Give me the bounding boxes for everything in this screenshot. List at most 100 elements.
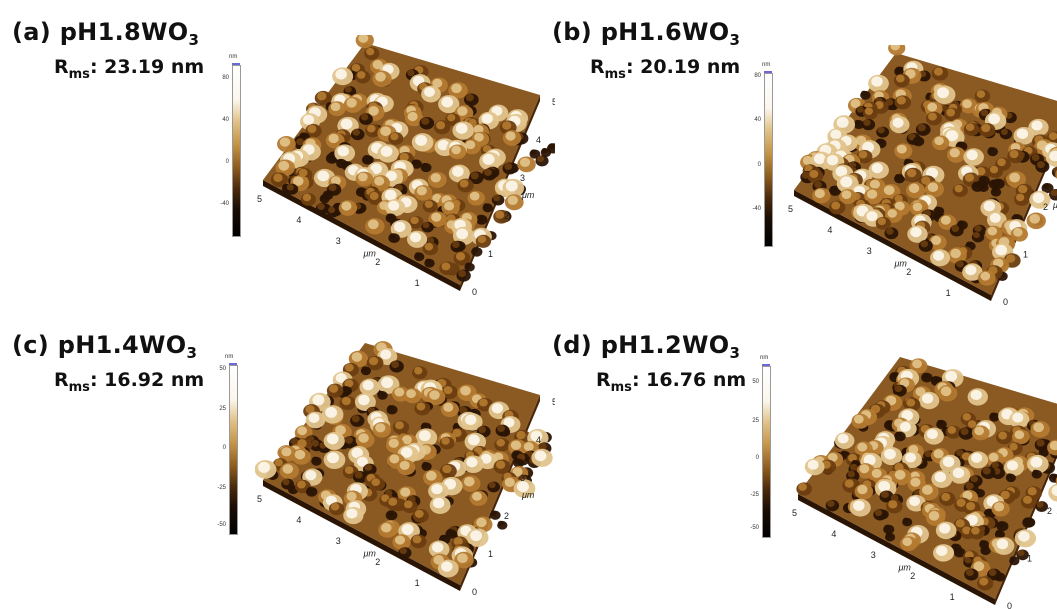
sample-name: pH1.8WO	[59, 18, 189, 46]
colorbar-tick: -25	[750, 492, 759, 498]
rms-subscript: ms	[68, 67, 90, 82]
colorbar-tick: -50	[217, 522, 226, 528]
rms-subscript: ms	[68, 380, 90, 395]
colorbar-tick: -40	[220, 201, 229, 207]
panel-a: (a) pH1.8WO3 Rms: 23.19 nm nm 80 40 0 -4…	[0, 0, 555, 296]
axis-tick: 2	[504, 511, 509, 521]
colorbar-unit: nm	[229, 54, 238, 60]
rms-label: Rms: 16.76 nm	[596, 369, 746, 395]
axis-tick: 2	[1047, 506, 1052, 516]
axis-tick: 2	[375, 557, 380, 567]
axis-tick: 1	[950, 592, 955, 602]
axis-tick: 3	[336, 236, 341, 246]
panel-label: (d)	[552, 331, 593, 359]
axis-tick: 2	[375, 257, 380, 267]
axis-unit-label: μm	[1052, 200, 1057, 210]
sample-name: pH1.4WO	[57, 331, 187, 359]
axis-tick: 5	[257, 494, 262, 504]
sample-subscript: 3	[729, 31, 741, 49]
axis-tick: 2	[910, 571, 915, 581]
colorbar-unit: nm	[762, 62, 771, 68]
axis-tick: 3	[867, 246, 872, 256]
axis-tick: 4	[536, 435, 541, 445]
axis-tick: 5	[552, 97, 555, 107]
axis-tick: 0	[1003, 297, 1008, 305]
colorbar-cap	[764, 71, 772, 73]
sample-subscript: 3	[186, 344, 198, 362]
colorbar-tick: 0	[755, 455, 759, 461]
panel-label: (a)	[12, 18, 52, 46]
axis-unit-label: μm	[898, 563, 912, 573]
rms-subscript: ms	[604, 67, 626, 82]
colorbar-tick: 0	[757, 162, 761, 168]
panel-title: (b) pH1.6WO3	[552, 18, 740, 49]
colorbar-tick: 0	[225, 159, 229, 165]
colorbar-tick: 50	[752, 379, 759, 385]
axis-tick: 1	[1027, 554, 1032, 564]
sample-subscript: 3	[188, 31, 200, 49]
axis-tick: 5	[792, 508, 797, 518]
colorbar	[229, 365, 238, 535]
axis-tick: 3	[871, 550, 876, 560]
axis-tick: 1	[946, 288, 951, 298]
axis-tick: 5	[257, 194, 262, 204]
rms-label: Rms: 16.92 nm	[54, 369, 204, 395]
colorbar-cap	[232, 63, 240, 65]
panel-label: (c)	[12, 331, 50, 359]
axis-tick: 2	[504, 211, 509, 221]
axis-tick: 5	[552, 397, 555, 407]
rms-label: Rms: 20.19 nm	[590, 56, 740, 82]
afm-surface-3d: 54321001234μmμm	[788, 45, 1057, 305]
panel-c: (c) pH1.4WO3 Rms: 16.92 nm nm 50 25 0 -2…	[0, 297, 555, 595]
axis-tick: 1	[1023, 250, 1028, 260]
colorbar-tick: -50	[750, 525, 759, 531]
axis-unit-label: μm	[521, 190, 535, 200]
rms-value: : 20.19 nm	[625, 56, 741, 78]
colorbar-unit: nm	[760, 355, 769, 361]
axis-tick: 1	[415, 578, 420, 588]
sample-name: pH1.2WO	[600, 331, 730, 359]
afm-surface-3d: 543210012345μmμm	[257, 35, 555, 295]
sample-subscript: 3	[729, 344, 741, 362]
axis-unit-label: μm	[363, 549, 377, 559]
rms-symbol: R	[54, 369, 69, 391]
sample-name: pH1.6WO	[600, 18, 730, 46]
axis-tick: 0	[472, 587, 477, 595]
axis-unit-label: μm	[521, 490, 535, 500]
axis-tick: 1	[488, 549, 493, 559]
colorbar-tick: 0	[222, 445, 226, 451]
rms-value: : 16.92 nm	[89, 369, 205, 391]
axis-tick: 0	[1007, 601, 1012, 609]
colorbar-tick: 80	[222, 75, 229, 81]
colorbar-cap	[762, 364, 770, 366]
rms-value: : 23.19 nm	[89, 56, 205, 78]
colorbar	[764, 73, 773, 247]
axis-unit-label: μm	[363, 249, 377, 259]
colorbar-tick: 40	[222, 117, 229, 123]
colorbar-tick: -40	[752, 206, 761, 212]
colorbar-tick: -25	[217, 485, 226, 491]
afm-surface-3d: 54321001234μmμm	[792, 357, 1057, 609]
axis-tick: 2	[906, 267, 911, 277]
axis-tick: 1	[415, 278, 420, 288]
axis-unit-label: μm	[894, 259, 908, 269]
rms-symbol: R	[590, 56, 605, 78]
panel-title: (a) pH1.8WO3	[12, 18, 199, 49]
axis-tick: 3	[336, 536, 341, 546]
rms-symbol: R	[596, 369, 611, 391]
colorbar-tick: 25	[752, 418, 759, 424]
colorbar-tick: 40	[754, 117, 761, 123]
colorbar-unit: nm	[225, 354, 234, 360]
panel-title: (c) pH1.4WO3	[12, 331, 197, 362]
colorbar	[762, 366, 771, 538]
colorbar-tick: 50	[219, 366, 226, 372]
panel-b: (b) pH1.6WO3 Rms: 20.19 nm nm 80 40 0 -4…	[528, 0, 1057, 305]
panel-title: (d) pH1.2WO3	[552, 331, 740, 362]
axis-tick: 4	[536, 135, 541, 145]
axis-tick: 4	[831, 529, 836, 539]
colorbar-tick: 25	[219, 406, 226, 412]
axis-tick: 1	[488, 249, 493, 259]
rms-subscript: ms	[610, 380, 632, 395]
axis-tick: 0	[472, 287, 477, 295]
rms-label: Rms: 23.19 nm	[54, 56, 204, 82]
